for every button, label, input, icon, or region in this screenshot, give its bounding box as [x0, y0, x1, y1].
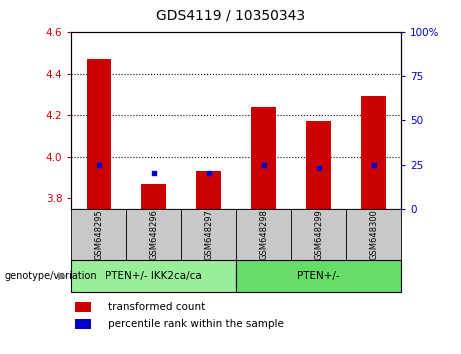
Text: GSM648299: GSM648299 [314, 209, 323, 260]
Text: genotype/variation: genotype/variation [5, 271, 97, 281]
Bar [251, 107, 276, 209]
Text: percentile rank within the sample: percentile rank within the sample [108, 319, 284, 329]
Text: GSM648300: GSM648300 [369, 209, 378, 260]
Bar [306, 121, 331, 209]
Bar [75, 319, 90, 329]
Bar [75, 302, 90, 312]
Text: GDS4119 / 10350343: GDS4119 / 10350343 [156, 9, 305, 23]
Bar [71, 209, 126, 260]
Bar [236, 260, 401, 292]
Text: GSM648295: GSM648295 [95, 209, 103, 260]
Text: GSM648298: GSM648298 [259, 209, 268, 260]
Text: transformed count: transformed count [108, 302, 205, 312]
Bar [181, 209, 236, 260]
Text: PTEN+/- IKK2ca/ca: PTEN+/- IKK2ca/ca [106, 271, 202, 281]
Text: GSM648297: GSM648297 [204, 209, 213, 260]
Bar [196, 171, 221, 209]
Point [205, 171, 213, 176]
Point [260, 162, 267, 167]
Bar [361, 96, 386, 209]
Text: PTEN+/-: PTEN+/- [297, 271, 340, 281]
Text: GSM648296: GSM648296 [149, 209, 159, 260]
Bar [236, 209, 291, 260]
Text: ▶: ▶ [59, 271, 67, 281]
Bar [142, 184, 166, 209]
Bar [87, 59, 111, 209]
Point [370, 162, 377, 167]
Bar [346, 209, 401, 260]
Bar [291, 209, 346, 260]
Point [95, 162, 103, 167]
Bar [126, 209, 181, 260]
Bar [71, 260, 236, 292]
Point [150, 171, 158, 176]
Point [315, 165, 322, 171]
